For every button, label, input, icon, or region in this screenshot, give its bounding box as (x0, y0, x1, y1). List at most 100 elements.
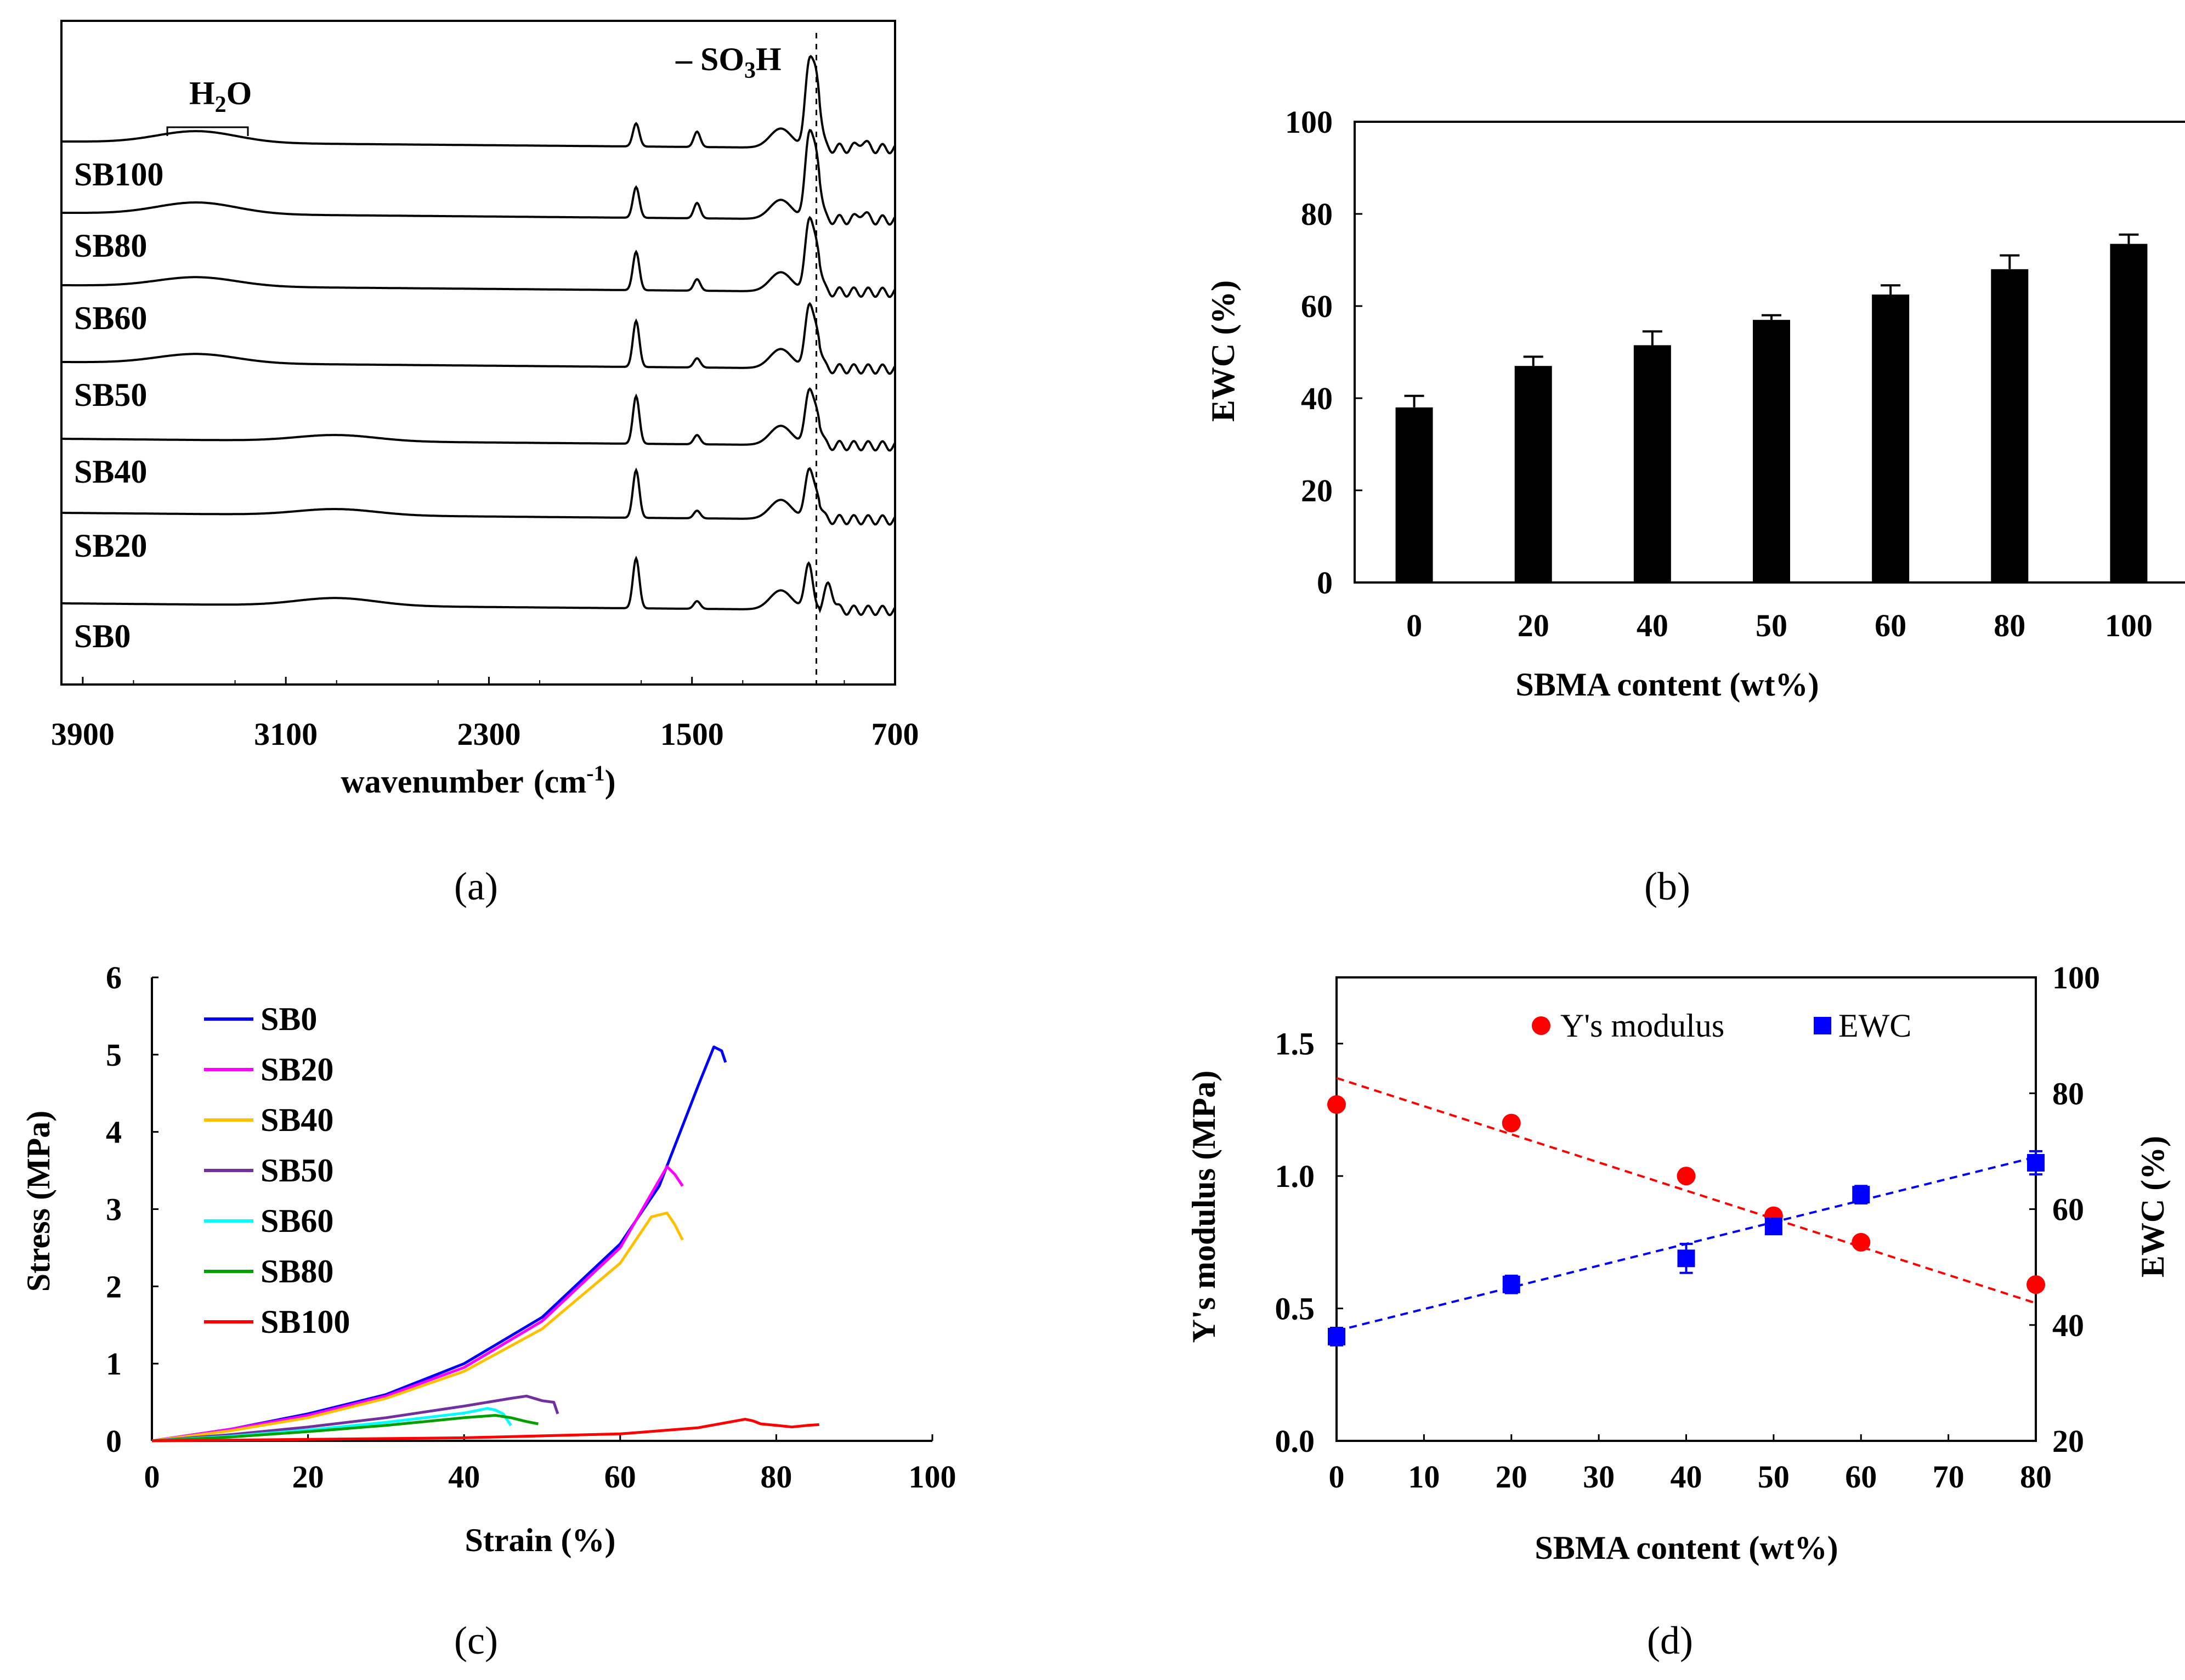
spectrum-sb50 (61, 302, 896, 375)
panel-b-x-tick-label: 100 (2105, 608, 2153, 643)
panel-d-x-tick-label: 30 (1583, 1459, 1615, 1495)
panel-c-y-tick-label: 4 (106, 1115, 122, 1150)
panel-c-x-tick-label: 40 (448, 1459, 480, 1495)
spectrum-label-sb60: SB60 (74, 300, 147, 336)
legend-ewc-marker (1814, 1017, 1831, 1034)
ewc-point (1677, 1249, 1695, 1268)
water-label: H2O (189, 75, 252, 117)
panel-c-x-tick-label: 20 (292, 1459, 324, 1495)
spectrum-sb40 (61, 387, 896, 452)
panel-a-x-axis-label: wavenumber (cm-1) (341, 761, 615, 800)
panel-d-x-tick-label: 80 (2020, 1459, 2052, 1495)
panel-c-x-tick-label: 0 (144, 1459, 160, 1495)
panel-d-x-tick-label: 40 (1671, 1459, 1702, 1495)
spectrum-label-sb100: SB100 (74, 156, 163, 193)
panel-a-x-tick-label: 700 (871, 716, 919, 752)
ewc-point (2027, 1154, 2045, 1172)
panel-c-curves (151, 1045, 819, 1443)
panel-a-x-tick-label: 2300 (457, 716, 520, 752)
panel-b-x-ticks: 0 20 40 50 60 80 100 (1406, 608, 2153, 643)
panel-d-legend: Y's modulus EWC (1532, 1008, 1911, 1044)
panel-d-right-y-tick-label: 80 (2052, 1076, 2084, 1111)
modulus-point (1502, 1113, 1521, 1133)
modulus-point (1327, 1095, 1346, 1114)
panel-c-x-tick-label: 60 (604, 1459, 636, 1495)
panel-c-y-tick-label: 5 (106, 1037, 122, 1073)
panel-c-y-tick-label: 6 (106, 960, 122, 995)
panel-d-right-y-tick-label: 60 (2052, 1192, 2084, 1228)
panel-d-right-y-tick-label: 40 (2052, 1308, 2084, 1343)
panel-d-points (1327, 1095, 2045, 1347)
panel-d-left-y-tick-label: 0.0 (1275, 1423, 1315, 1459)
panel-d-left-y-tick-label: 1.5 (1275, 1026, 1315, 1062)
panel-c-y-tick-label: 0 (106, 1423, 122, 1459)
legend-label-sb60: SB60 (261, 1203, 333, 1239)
bar-40 (1633, 345, 1671, 582)
panel-b-y-axis-label: EWC (%) (1205, 280, 1241, 422)
ewc-point (1502, 1275, 1520, 1293)
bar-80 (1991, 269, 2029, 582)
spectrum-sb100 (61, 54, 896, 155)
legend-label-sb40: SB40 (261, 1102, 333, 1138)
panel-a-x-tick-label: 3100 (254, 716, 318, 752)
spectrum-label-sb80: SB80 (74, 228, 147, 264)
modulus-point (1852, 1232, 1871, 1252)
spectrum-sb0 (61, 555, 896, 616)
panel-d-left-y-tick-label: 1.0 (1275, 1158, 1315, 1194)
water-bracket (166, 126, 249, 136)
ewc-point (1852, 1186, 1870, 1204)
panel-b-caption: (b) (1644, 864, 1690, 908)
curve-sb50 (151, 1394, 559, 1443)
panel-a-series-labels: SB100 SB80 SB60 SB50 SB40 SB20 SB0 (74, 156, 163, 654)
panel-c-x-axis-label: Strain (%) (465, 1522, 616, 1558)
curve-sb80 (151, 1414, 539, 1443)
panel-a-x-tick-label: 1500 (660, 716, 724, 752)
panel-c-y-tick-label: 3 (106, 1192, 122, 1228)
spectrum-sb60 (61, 216, 896, 298)
bar-20 (1514, 366, 1552, 582)
panel-d-x-tick-label: 20 (1496, 1459, 1527, 1495)
curve-sb100 (151, 1418, 819, 1443)
panel-b-bars (1395, 233, 2148, 583)
panel-b-ewc-bars: 0 20 40 60 80 100 0 20 40 50 60 80 100 EWC (%) SBMA… (1205, 104, 2185, 908)
legend-label-sb20: SB20 (261, 1051, 333, 1088)
panel-d-x-tick-label: 60 (1845, 1459, 1877, 1495)
panel-a-spectra (61, 54, 896, 616)
spectrum-label-sb50: SB50 (74, 377, 147, 413)
panel-b-y-tick-label: 60 (1301, 289, 1333, 324)
panel-b-x-tick-label: 20 (1518, 608, 1549, 643)
spectrum-sb20 (61, 467, 896, 526)
panel-d-ticks: 0 10 20 30 40 50 60 70 80 0.0 0.5 1.0 1.5 20 40 60 80 100 (1275, 960, 2101, 1495)
ewc-point (1764, 1218, 1782, 1236)
panel-b-x-tick-label: 0 (1406, 608, 1422, 643)
panel-b-x-tick-label: 60 (1875, 608, 1906, 643)
panel-a-plot-frame (60, 20, 896, 686)
legend-modulus-label: Y's modulus (1560, 1008, 1724, 1044)
modulus-point (1677, 1167, 1696, 1186)
legend-ewc-label: EWC (1838, 1008, 1911, 1044)
legend-label-sb50: SB50 (261, 1152, 333, 1189)
panel-c-y-tick-label: 2 (106, 1269, 122, 1304)
spectrum-label-sb40: SB40 (74, 454, 147, 490)
panel-d-x-tick-label: 70 (1933, 1459, 1965, 1495)
panel-c-x-tick-label: 80 (760, 1459, 792, 1495)
modulus-point (2026, 1275, 2045, 1294)
legend-modulus-marker (1532, 1016, 1550, 1035)
panel-b-x-tick-label: 40 (1637, 608, 1668, 643)
panel-b-y-tick-label: 20 (1301, 473, 1333, 508)
panel-d-caption: (d) (1647, 1619, 1693, 1662)
panel-c-y-axis-label: Stress (MPa) (20, 1111, 56, 1292)
panel-b-y-ticks: 0 20 40 60 80 100 (1285, 104, 1362, 601)
panel-d-x-axis-label: SBMA content (wt%) (1535, 1530, 1838, 1566)
panel-b-x-tick-label: 80 (1994, 608, 2025, 643)
panel-a-x-tick-label: 3900 (51, 716, 115, 752)
curve-sb0 (151, 1045, 727, 1443)
panel-c-caption: (c) (454, 1619, 498, 1662)
curve-sb20 (151, 1165, 684, 1443)
ewc-point (1328, 1327, 1345, 1345)
panel-b-x-tick-label: 50 (1756, 608, 1787, 643)
panel-b-y-tick-label: 80 (1301, 196, 1333, 232)
panel-b-y-tick-label: 0 (1317, 565, 1333, 601)
